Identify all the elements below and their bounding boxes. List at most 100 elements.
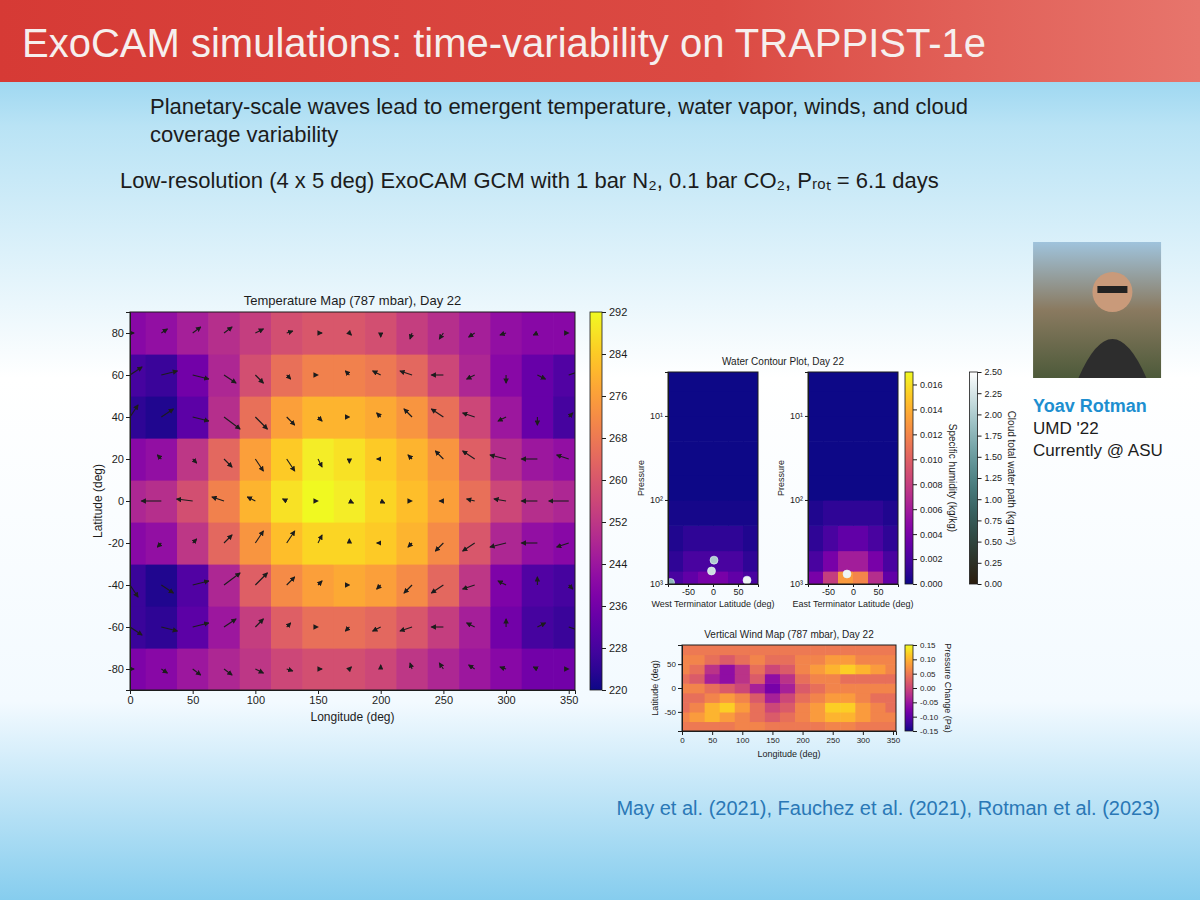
- slide: ExoCAM simulations: time-variability on …: [0, 0, 1200, 900]
- cell: [177, 396, 209, 439]
- cell: [334, 648, 366, 690]
- cell: [553, 354, 575, 397]
- tick: 100: [736, 731, 750, 745]
- cell: [750, 702, 766, 712]
- tick-mark: [978, 372, 982, 373]
- tick-label: 0.10: [920, 655, 936, 664]
- cell: [668, 416, 684, 442]
- cell: [720, 655, 736, 665]
- cell: [870, 645, 886, 655]
- tick: 0.50: [978, 537, 1003, 547]
- cell: [883, 372, 898, 391]
- cell: [735, 664, 751, 674]
- tick-label: 268: [609, 432, 627, 444]
- cell: [720, 645, 736, 655]
- y-axis-title: Latitude (deg): [650, 660, 660, 716]
- wind-arrow: [569, 585, 573, 589]
- cell: [668, 475, 684, 501]
- wind-arrow: [381, 501, 385, 503]
- tick: 0: [711, 584, 716, 597]
- slide-title: ExoCAM simulations: time-variability on …: [22, 21, 986, 65]
- tick-mark: [602, 396, 606, 397]
- cell: [146, 396, 178, 439]
- cell: [765, 721, 781, 731]
- cell: [396, 480, 428, 523]
- tick-mark: [602, 438, 606, 439]
- photo-head: [1092, 272, 1132, 312]
- cell: [522, 438, 554, 481]
- tick-mark: [913, 409, 917, 410]
- wind-arrow: [349, 333, 351, 335]
- cell: [728, 500, 744, 526]
- cell: [838, 441, 854, 475]
- text-line: Planetary-scale waves lead to emergent t…: [150, 94, 968, 119]
- cell: [705, 655, 721, 665]
- y-axis: -80-60-40-20020406080: [108, 313, 130, 691]
- cell: [553, 606, 575, 649]
- tick-mark: [678, 712, 682, 713]
- cell: [130, 438, 146, 481]
- cell: [883, 441, 898, 475]
- wind-arrow: [161, 329, 167, 333]
- cell: [705, 683, 721, 693]
- cell: [780, 664, 796, 674]
- cell: [522, 396, 554, 439]
- cell: [683, 500, 699, 526]
- cell: [490, 354, 522, 397]
- wind-arrow: [287, 375, 291, 379]
- wind-arrow: [130, 367, 142, 375]
- cell: [853, 525, 869, 551]
- text-line: Yoav Rotman: [1033, 396, 1147, 416]
- cell: [668, 525, 684, 551]
- tick-label: -0.05: [920, 698, 939, 707]
- cell: [690, 712, 706, 722]
- tick: 0.014: [913, 405, 943, 415]
- cell: [870, 683, 886, 693]
- cell: [795, 674, 811, 684]
- wind-arrow: [490, 455, 506, 459]
- cell: [855, 721, 871, 731]
- wind-arrow: [400, 371, 412, 375]
- plot-frame: [808, 372, 898, 584]
- wind-arrow: [521, 458, 537, 459]
- cell: [334, 312, 366, 355]
- wind-arrow: [255, 669, 263, 673]
- cell: [130, 312, 146, 355]
- colorbar: [590, 312, 602, 690]
- tick-mark: [978, 393, 982, 394]
- tick: 250: [827, 731, 841, 745]
- cell: [334, 522, 366, 565]
- cell: [868, 500, 884, 526]
- tick-mark: [863, 731, 864, 735]
- wind-arrow: [410, 333, 412, 339]
- y-axis-title: Pressure: [776, 460, 786, 496]
- cell: [840, 664, 856, 674]
- wind-arrow: [549, 500, 569, 501]
- cell: [825, 721, 841, 731]
- tick-label: 1.50: [985, 452, 1003, 462]
- cell: [728, 416, 744, 442]
- cell: [177, 312, 209, 355]
- slide-background: [0, 0, 1200, 900]
- cell: [713, 500, 729, 526]
- y-axis-title: Pressure: [636, 460, 646, 496]
- cell: [428, 438, 460, 481]
- cell: [177, 438, 209, 481]
- wind-arrow: [380, 665, 381, 669]
- tick-mark: [126, 333, 130, 334]
- wind-arrow: [193, 581, 209, 585]
- tick-label: 100: [247, 694, 265, 706]
- cell: [808, 441, 824, 475]
- axis-line: [914, 373, 918, 585]
- cell: [713, 416, 729, 442]
- wind-arrow: [569, 413, 573, 417]
- tick: 300: [497, 690, 515, 706]
- cell: [146, 354, 178, 397]
- cell: [459, 312, 491, 355]
- cell: [795, 702, 811, 712]
- cell: [177, 522, 209, 565]
- tick: 1.25: [978, 473, 1003, 483]
- tick: 1.50: [978, 452, 1003, 462]
- cell: [750, 712, 766, 722]
- wind-arrow: [431, 626, 443, 627]
